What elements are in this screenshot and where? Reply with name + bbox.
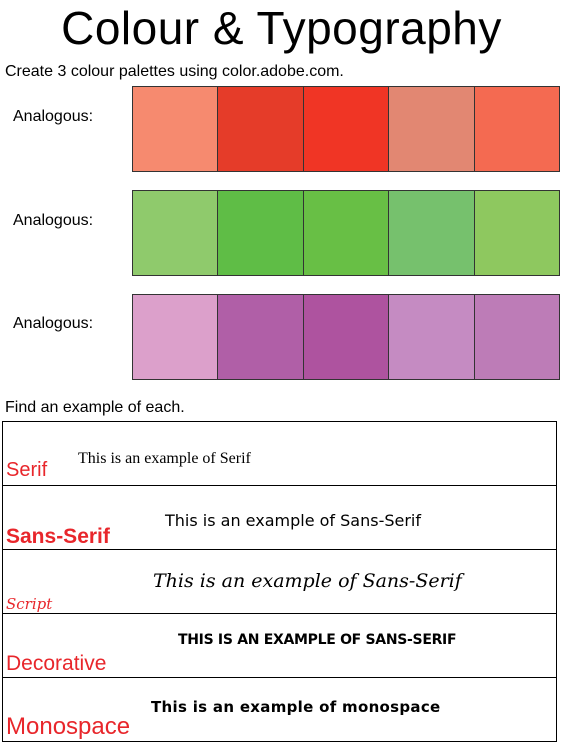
swatch bbox=[133, 87, 219, 171]
type-sample-script: This is an example of Sans-Serif bbox=[153, 570, 462, 592]
type-sample-monospace: This is an example of monospace bbox=[151, 698, 441, 716]
swatch bbox=[133, 295, 219, 379]
type-label-serif: Serif bbox=[6, 459, 48, 481]
page-title: Colour & Typography bbox=[61, 2, 502, 54]
swatch bbox=[389, 87, 475, 171]
palette-2 bbox=[132, 190, 560, 276]
type-row-script: Script This is an example of Sans-Serif bbox=[3, 550, 556, 614]
type-row-serif: Serif This is an example of Serif bbox=[3, 422, 556, 486]
type-sample-serif: This is an example of Serif bbox=[78, 450, 251, 467]
palette-1 bbox=[132, 86, 560, 172]
typography-instruction: Find an example of each. bbox=[5, 399, 185, 416]
type-row-monospace: Monospace This is an example of monospac… bbox=[3, 678, 556, 742]
swatch bbox=[474, 87, 560, 171]
palette-label: Analogous: bbox=[13, 108, 94, 125]
swatch bbox=[218, 295, 304, 379]
type-row-decorative: Decorative THIS IS AN EXAMPLE OF SANS-SE… bbox=[3, 614, 556, 678]
swatch bbox=[218, 191, 304, 275]
swatch bbox=[389, 295, 475, 379]
swatch bbox=[474, 191, 560, 275]
swatch bbox=[218, 87, 304, 171]
type-sample-decorative: THIS IS AN EXAMPLE OF SANS-SERIF bbox=[178, 632, 457, 648]
type-label-monospace: Monospace bbox=[6, 713, 131, 740]
swatch bbox=[133, 191, 219, 275]
typography-table: Serif This is an example of Serif Sans-S… bbox=[2, 421, 557, 742]
palette-label: Analogous: bbox=[13, 315, 94, 332]
type-row-sans-serif: Sans-Serif This is an example of Sans-Se… bbox=[3, 486, 556, 550]
palette-3 bbox=[132, 294, 560, 380]
swatch bbox=[303, 295, 390, 379]
type-label-decorative: Decorative bbox=[6, 652, 107, 675]
swatch bbox=[303, 87, 390, 171]
palette-label: Analogous: bbox=[13, 212, 94, 229]
swatch bbox=[474, 295, 560, 379]
type-sample-sans-serif: This is an example of Sans-Serif bbox=[165, 511, 422, 530]
type-label-sans-serif: Sans-Serif bbox=[6, 525, 110, 548]
swatch bbox=[303, 191, 390, 275]
type-label-script: Script bbox=[6, 595, 53, 613]
palette-instruction: Create 3 colour palettes using color.ado… bbox=[5, 63, 344, 80]
swatch bbox=[389, 191, 475, 275]
